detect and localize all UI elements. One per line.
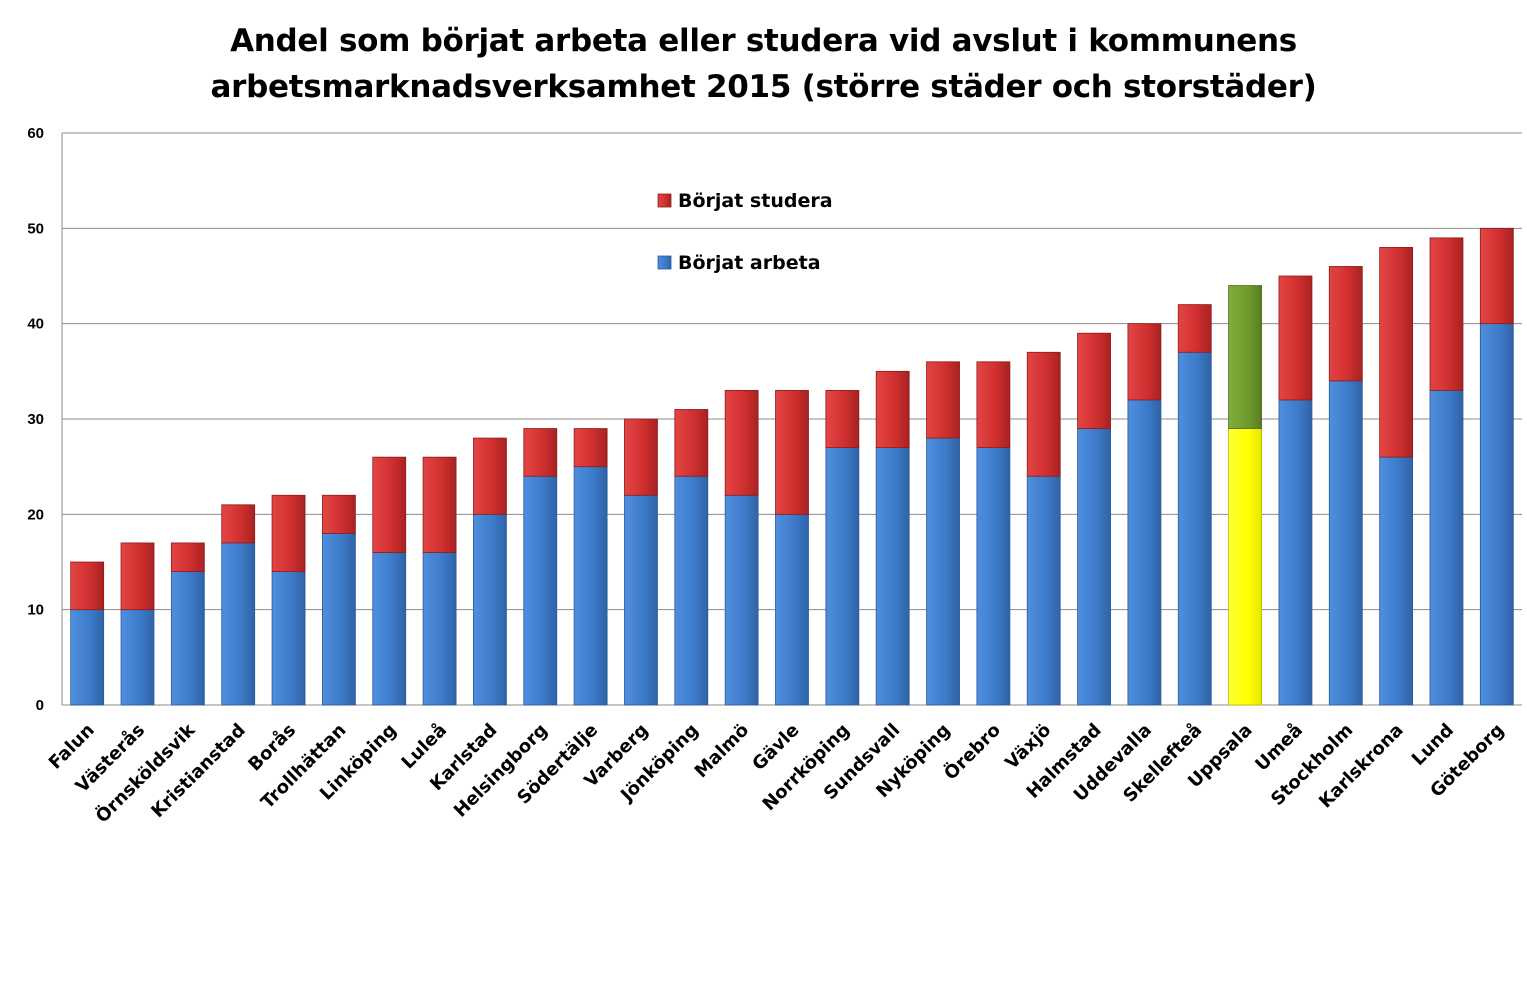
bar-borjat-arbeta-uddevalla bbox=[1127, 399, 1162, 706]
bar-borjat-arbeta-gavle bbox=[775, 513, 809, 706]
bar-borjat-arbeta-helsingborg bbox=[523, 475, 558, 706]
bar-borjat-studera-malmo bbox=[724, 389, 759, 496]
legend-label-borjat-studera: Börjat studera bbox=[678, 190, 833, 212]
bar-borjat-arbeta-sundsvall bbox=[875, 447, 910, 706]
x-category-label-malmo: Malmö bbox=[691, 720, 753, 782]
bar-borjat-studera-karlstad bbox=[473, 437, 507, 515]
bar-borjat-studera-varberg bbox=[624, 418, 658, 496]
bar-borjat-studera-nykoping bbox=[926, 361, 960, 439]
bar-borjat-studera-linkoping bbox=[372, 456, 407, 553]
x-category-label-orebro: Örebro bbox=[939, 719, 1004, 784]
bar-borjat-studera-jonkoping bbox=[674, 409, 709, 477]
bar-borjat-studera-umea bbox=[1278, 275, 1313, 401]
bar-borjat-studera-lulea bbox=[422, 456, 457, 553]
bar-borjat-arbeta-trollhattan bbox=[321, 533, 356, 706]
bar-borjat-arbeta-linkoping bbox=[372, 552, 407, 706]
bar-borjat-studera-uddevalla bbox=[1127, 323, 1162, 401]
bar-borjat-arbeta-falun bbox=[70, 609, 105, 706]
bar-borjat-arbeta-varberg bbox=[624, 494, 658, 706]
bar-borjat-studera-stockholm bbox=[1328, 266, 1363, 382]
legend-swatch-borjat-studera bbox=[657, 193, 672, 208]
y-tick-label: 10 bbox=[27, 602, 44, 619]
bar-borjat-studera-boras bbox=[271, 494, 306, 572]
bar-borjat-studera-lund bbox=[1429, 237, 1464, 391]
bar-borjat-studera-karlskrona bbox=[1379, 246, 1414, 458]
bar-borjat-studera-uppsala bbox=[1228, 285, 1263, 429]
bar-borjat-studera-helsingborg bbox=[523, 428, 558, 477]
chart-title-line-2: arbetsmarknadsverksamhet 2015 (större st… bbox=[210, 69, 1317, 105]
legend-label-borjat-arbeta: Börjat arbeta bbox=[678, 252, 821, 274]
bar-borjat-arbeta-goteborg bbox=[1479, 323, 1514, 706]
bar-borjat-arbeta-lund bbox=[1429, 389, 1464, 706]
bar-borjat-arbeta-halmstad bbox=[1077, 428, 1111, 706]
bar-borjat-arbeta-vaxjo bbox=[1026, 475, 1061, 706]
bar-borjat-studera-falun bbox=[70, 561, 105, 611]
x-axis-category-labels: FalunVästeråsÖrnsköldsvikKristianstadBor… bbox=[45, 718, 1509, 827]
bar-borjat-arbeta-norrkoping bbox=[825, 447, 860, 706]
bar-borjat-arbeta-stockholm bbox=[1328, 380, 1363, 706]
bar-borjat-studera-norrkoping bbox=[825, 389, 860, 448]
bar-borjat-studera-orebro bbox=[976, 361, 1011, 448]
bar-borjat-studera-trollhattan bbox=[321, 494, 356, 534]
y-tick-label: 0 bbox=[36, 697, 44, 714]
bar-borjat-arbeta-umea bbox=[1278, 399, 1313, 706]
bar-borjat-arbeta-ornskoldsvik bbox=[170, 571, 205, 706]
x-category-label-norrkoping: Norrköping bbox=[759, 720, 854, 815]
legend: Börjat studera Börjat arbeta bbox=[657, 190, 833, 274]
bar-borjat-arbeta-sodertalje bbox=[573, 466, 608, 706]
bar-borjat-arbeta-karlskrona bbox=[1379, 456, 1414, 706]
bar-borjat-arbeta-skelleftea bbox=[1177, 351, 1212, 706]
bars bbox=[70, 227, 1514, 706]
bar-borjat-studera-vaxjo bbox=[1026, 351, 1061, 477]
bar-borjat-studera-goteborg bbox=[1479, 227, 1514, 325]
y-tick-label: 60 bbox=[27, 125, 44, 142]
y-tick-label: 20 bbox=[27, 506, 44, 523]
bar-borjat-studera-vasteras bbox=[120, 542, 155, 611]
legend-item-borjat-studera: Börjat studera bbox=[657, 190, 833, 212]
y-tick-label: 50 bbox=[27, 220, 44, 237]
chart-title: Andel som börjat arbeta eller studera vi… bbox=[0, 18, 1527, 110]
bar-borjat-arbeta-vasteras bbox=[120, 609, 155, 706]
y-axis-tick-labels: 0 10 20 30 40 50 60 bbox=[27, 125, 44, 714]
chart-title-line-1: Andel som börjat arbeta eller studera vi… bbox=[230, 23, 1297, 59]
legend-swatch-borjat-arbeta bbox=[657, 255, 672, 270]
bar-borjat-arbeta-kristianstad bbox=[221, 542, 256, 706]
bar-borjat-arbeta-boras bbox=[271, 571, 306, 706]
bar-borjat-studera-sodertalje bbox=[573, 428, 608, 468]
bar-borjat-studera-ornskoldsvik bbox=[170, 542, 205, 572]
bar-borjat-arbeta-jonkoping bbox=[674, 475, 709, 706]
y-tick-label: 30 bbox=[27, 411, 44, 428]
bar-borjat-arbeta-karlstad bbox=[473, 513, 507, 706]
bar-borjat-arbeta-uppsala bbox=[1228, 428, 1263, 706]
bar-borjat-arbeta-malmo bbox=[724, 494, 759, 706]
bar-borjat-arbeta-lulea bbox=[422, 552, 457, 706]
bar-borjat-studera-halmstad bbox=[1077, 332, 1111, 429]
bar-borjat-arbeta-orebro bbox=[976, 447, 1011, 706]
y-tick-label: 40 bbox=[27, 316, 44, 333]
bar-borjat-arbeta-nykoping bbox=[926, 437, 960, 706]
bar-borjat-studera-skelleftea bbox=[1177, 304, 1212, 353]
bar-borjat-studera-sundsvall bbox=[875, 370, 910, 449]
bar-borjat-studera-gavle bbox=[775, 389, 809, 515]
bar-borjat-studera-kristianstad bbox=[221, 504, 256, 544]
legend-item-borjat-arbeta: Börjat arbeta bbox=[657, 252, 821, 274]
